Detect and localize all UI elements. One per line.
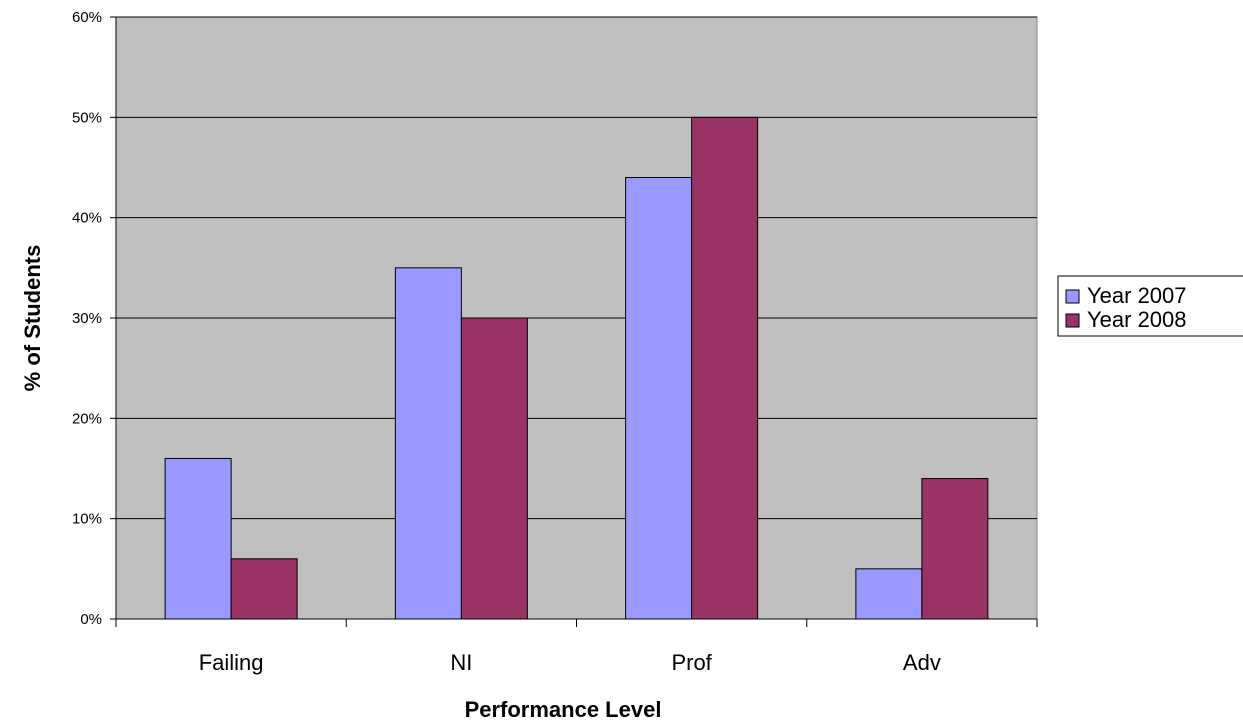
legend-label: Year 2008 (1087, 307, 1187, 332)
y-axis-title: % of Students (20, 245, 45, 392)
legend-swatch (1065, 313, 1080, 328)
legend-swatch (1065, 289, 1080, 304)
y-tick-label: 60% (72, 9, 102, 26)
bar-year-2008-prof (691, 116, 759, 620)
y-tick-label: 20% (72, 410, 102, 427)
y-tick-label: 40% (72, 210, 102, 227)
x-tick-label: Prof (671, 650, 712, 675)
legend-label: Year 2007 (1087, 283, 1187, 308)
bar-year-2007-ni (394, 267, 462, 620)
x-tick-labels: Failing NI Prof Adv (199, 650, 941, 675)
y-tick-labels: 0% 10% 20% 30% 40% 50% 60% (72, 9, 102, 628)
bar-year-2007-failing (164, 457, 232, 620)
x-axis-title: Performance Level (465, 697, 662, 722)
axes (110, 16, 1038, 627)
bar-year-2008-ni (460, 317, 528, 620)
gridlines (116, 16, 1037, 520)
bar-year-2008-failing (230, 558, 298, 620)
bar-year-2008-adv (921, 478, 989, 620)
y-tick-label: 30% (72, 310, 102, 327)
x-tick-label: NI (450, 650, 472, 675)
y-tick-label: 0% (80, 611, 102, 628)
bar-year-2007-adv (855, 568, 923, 620)
bars (164, 116, 989, 620)
y-tick-label: 10% (72, 511, 102, 528)
x-tick-label: Adv (903, 650, 941, 675)
bar-year-2007-prof (625, 177, 693, 620)
x-tick-label: Failing (199, 650, 264, 675)
y-tick-label: 50% (72, 109, 102, 126)
legend-box (1057, 275, 1243, 337)
